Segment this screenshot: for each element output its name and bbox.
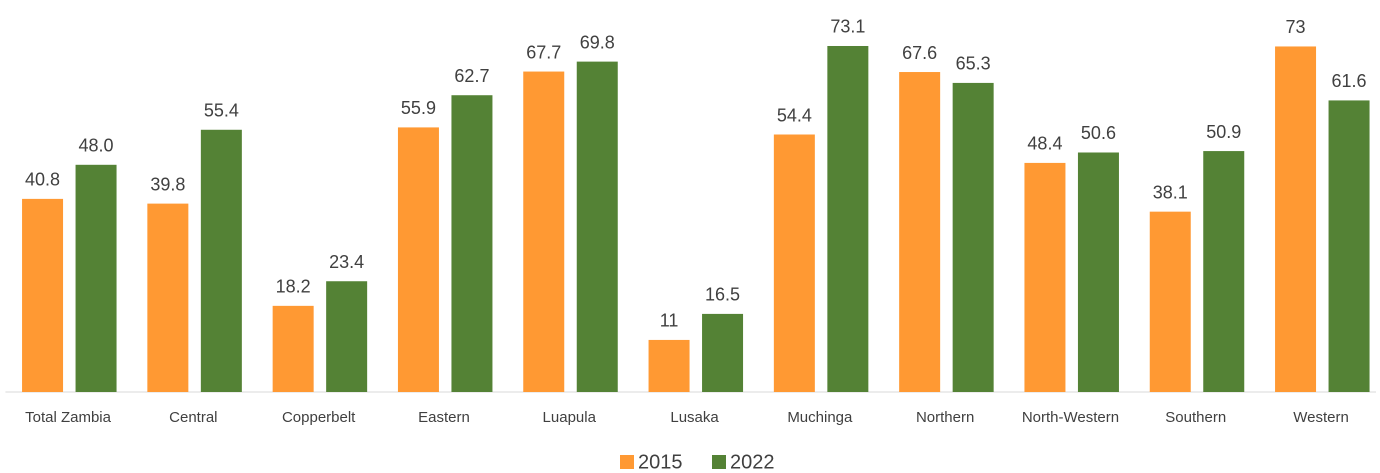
bar [702, 313, 744, 392]
bar [827, 45, 869, 392]
x-tick-label: Copperbelt [282, 409, 356, 426]
value-label: 40.8 [25, 170, 60, 190]
legend-swatch [712, 455, 726, 469]
bar [326, 281, 368, 392]
bar [1328, 100, 1370, 392]
value-label: 11 [660, 311, 679, 331]
bar [147, 203, 189, 392]
value-label: 48.4 [1027, 134, 1062, 154]
value-label: 55.9 [401, 98, 436, 118]
value-label: 50.9 [1206, 122, 1241, 142]
bar [648, 339, 690, 392]
value-label: 50.6 [1081, 123, 1116, 143]
bar [523, 71, 565, 392]
value-label: 61.6 [1332, 71, 1367, 91]
legend-label: 2015 [638, 451, 683, 473]
x-tick-label: North-Western [1022, 409, 1119, 426]
x-tick-label: Luapula [543, 409, 597, 426]
value-label: 67.6 [902, 43, 937, 63]
x-tick-label: Lusaka [670, 409, 719, 426]
value-label: 18.2 [276, 277, 311, 297]
value-label: 16.5 [705, 285, 740, 305]
x-tick-label: Western [1293, 409, 1349, 426]
bar [899, 72, 941, 392]
legend-label: 2022 [730, 451, 775, 473]
value-label: 23.4 [329, 252, 364, 272]
bar [952, 82, 994, 392]
bar [1149, 211, 1191, 392]
value-label: 39.8 [150, 174, 185, 194]
bar [1275, 46, 1317, 392]
bar [1077, 152, 1119, 392]
bar [397, 127, 439, 392]
value-label: 62.7 [454, 66, 489, 86]
value-label: 54.4 [777, 105, 812, 125]
bar [773, 134, 815, 393]
value-label: 55.4 [204, 101, 239, 121]
bar [1024, 162, 1066, 392]
bar [1203, 151, 1245, 392]
value-label: 73.1 [830, 17, 865, 37]
x-tick-label: Eastern [418, 409, 470, 426]
bar [22, 198, 64, 392]
value-label: 73 [1286, 17, 1306, 37]
x-tick-label: Southern [1165, 409, 1226, 426]
x-tick-label: Northern [916, 409, 974, 426]
bar [576, 61, 618, 392]
bar [75, 164, 117, 392]
bar [272, 305, 314, 392]
bar [451, 95, 493, 392]
value-label: 48.0 [79, 136, 114, 156]
value-label: 69.8 [580, 32, 615, 52]
value-label: 65.3 [956, 54, 991, 74]
x-tick-label: Muchinga [787, 409, 853, 426]
value-label: 38.1 [1153, 182, 1188, 202]
legend-swatch [620, 455, 634, 469]
x-tick-label: Central [169, 409, 217, 426]
value-label: 67.7 [526, 42, 561, 62]
bar [200, 129, 242, 393]
x-tick-label: Total Zambia [25, 409, 112, 426]
